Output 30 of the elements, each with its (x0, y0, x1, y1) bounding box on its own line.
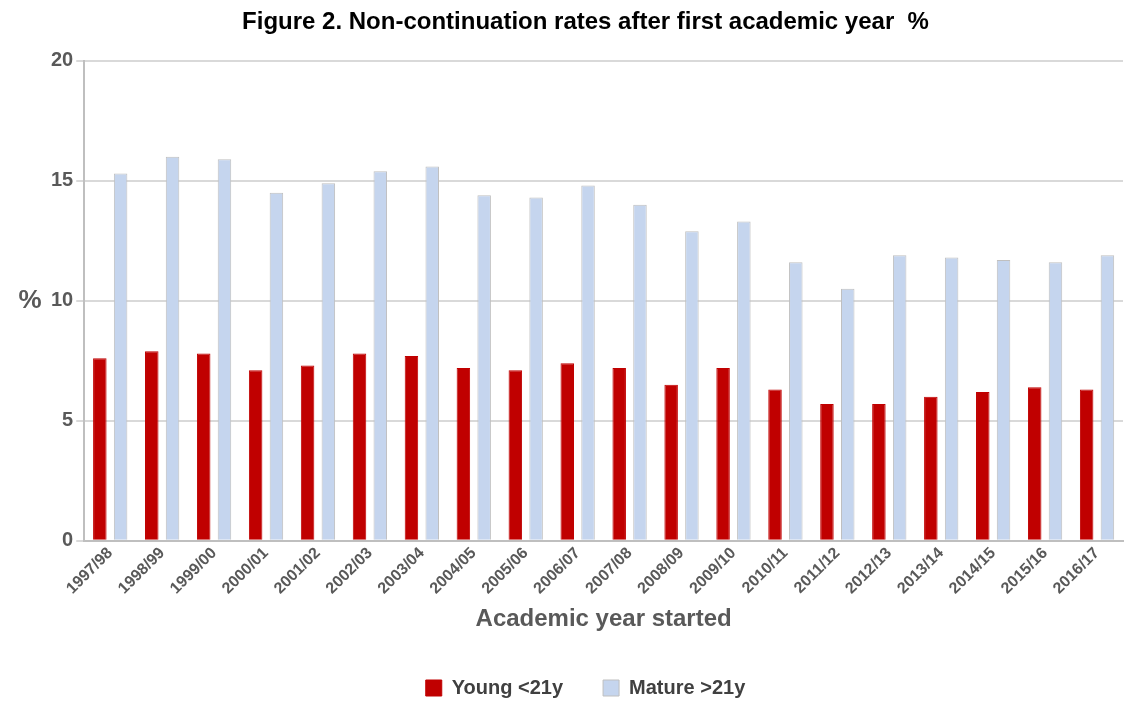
bar (768, 389, 782, 540)
legend-label: Mature >21y (629, 675, 747, 698)
y-tick-label: 15 (51, 168, 74, 191)
bar (872, 403, 886, 540)
y-axis-title: % (18, 283, 42, 314)
bar (456, 367, 471, 540)
bar (560, 363, 575, 540)
bar (248, 370, 263, 540)
bar (716, 367, 730, 540)
y-tick-label: 0 (62, 528, 74, 551)
bar (664, 384, 678, 540)
bar (1079, 389, 1094, 540)
bar (300, 365, 315, 540)
bar (976, 391, 990, 540)
bar (145, 351, 159, 540)
y-tick-label: 10 (51, 288, 74, 311)
bar (508, 370, 523, 540)
y-tick-label: 20 (51, 48, 74, 71)
x-axis-title: Academic year started (475, 604, 732, 632)
y-tick-label: 5 (62, 408, 74, 431)
bar (404, 355, 419, 540)
bar (820, 403, 834, 540)
legend-label: Young <21y (451, 675, 564, 698)
bar (196, 353, 211, 540)
bar (1027, 387, 1042, 540)
bar (93, 358, 107, 540)
bar (612, 367, 626, 540)
chart-title: Figure 2. Non-continuation rates after first academic year % (242, 7, 929, 35)
bar (924, 396, 938, 540)
bar (352, 353, 367, 540)
